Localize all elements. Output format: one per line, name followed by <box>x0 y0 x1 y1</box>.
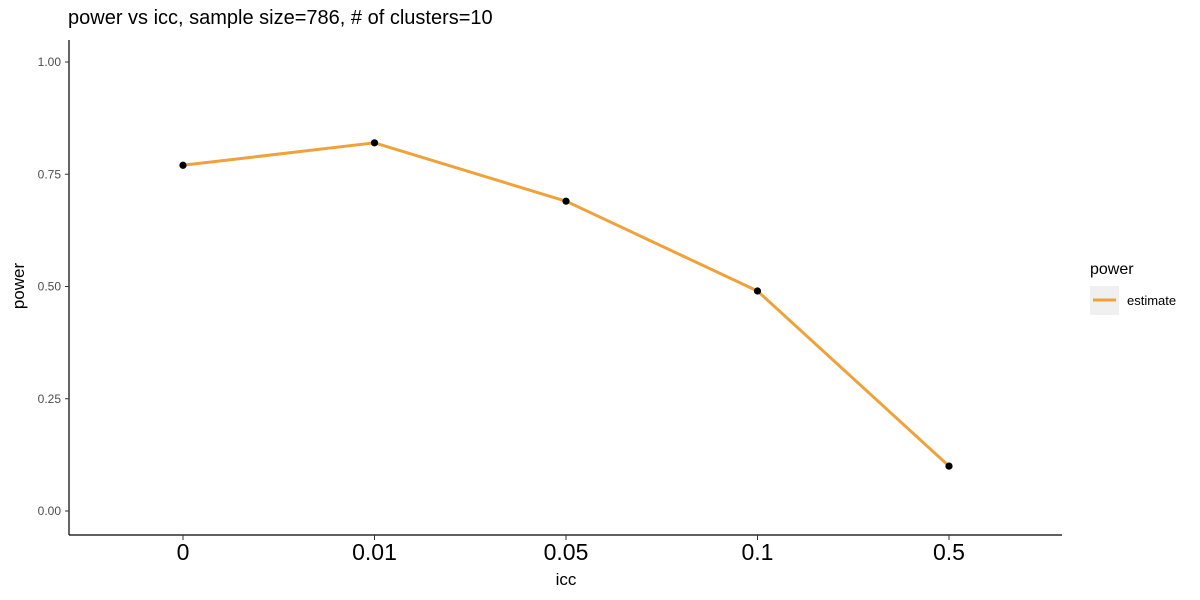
x-tick-label: 0.01 <box>352 539 397 565</box>
data-point <box>562 197 570 205</box>
y-tick-label: 1.00 <box>38 55 62 69</box>
legend-label-estimate: estimate <box>1127 293 1176 308</box>
series-group <box>179 139 953 470</box>
x-ticks: 0 0.01 0.05 0.1 0.5 <box>177 535 965 565</box>
y-tick-label: 0.75 <box>38 167 62 181</box>
series-line-estimate <box>182 141 951 468</box>
data-point <box>179 161 187 169</box>
chart-title: power vs icc, sample size=786, # of clus… <box>68 7 493 29</box>
y-tick-label: 0.50 <box>38 280 62 294</box>
data-point <box>945 462 953 470</box>
x-tick-label: 0.05 <box>544 539 589 565</box>
x-tick-label: 0 <box>177 539 190 565</box>
x-tick-label: 0.5 <box>933 539 965 565</box>
y-tick-label: 0.25 <box>38 392 62 406</box>
legend-title: power <box>1090 261 1134 278</box>
x-axis-title: icc <box>556 570 577 589</box>
y-tick-label: 0.00 <box>38 504 62 518</box>
data-point <box>370 139 379 147</box>
y-ticks: 0.00 0.25 0.50 0.75 1.00 <box>38 55 69 518</box>
y-axis-title: power <box>9 263 28 310</box>
legend: power estimate <box>1090 261 1176 315</box>
x-tick-label: 0.1 <box>742 539 774 565</box>
data-point <box>753 287 762 295</box>
